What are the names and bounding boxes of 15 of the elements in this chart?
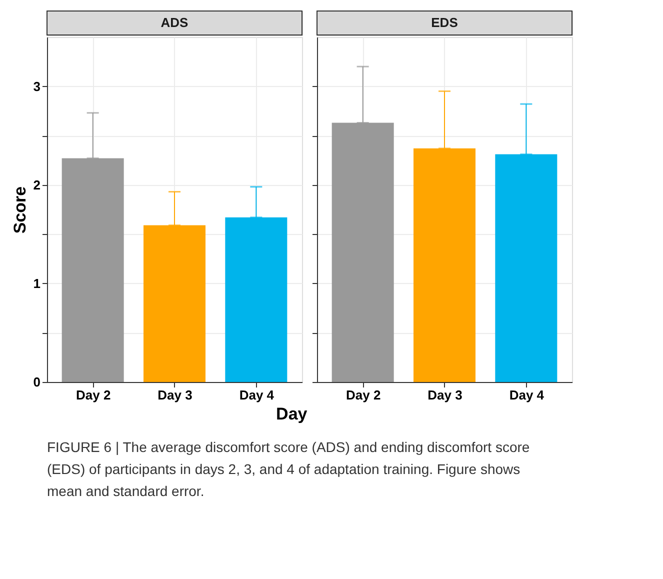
- y-tick-label: 1: [33, 276, 40, 291]
- y-tick-label: 2: [33, 177, 40, 192]
- x-tick-label: Day 4: [509, 388, 545, 402]
- y-tick-label: 0: [33, 374, 40, 390]
- x-tick-label: Day 4: [239, 388, 275, 402]
- x-tick-label: Day 2: [346, 388, 381, 402]
- chart-title: EDS: [431, 15, 458, 30]
- x-tick-label: Day 2: [76, 388, 111, 402]
- caption: FIGURE 6 | The average discomfort score (ADS) and ending discomfort score (EDS) of participants in days 2, 3, and 4 of adaptation training. Figure shows mean and standard error.: [47, 439, 530, 499]
- x-tick-label: Day 3: [428, 388, 462, 402]
- chart-title: ADS: [160, 15, 189, 30]
- x-axis-title: Day: [276, 404, 308, 424]
- y-tick-label: 3: [33, 78, 40, 94]
- y-axis-title: Score: [10, 186, 30, 234]
- x-tick-label: Day 3: [158, 388, 192, 402]
